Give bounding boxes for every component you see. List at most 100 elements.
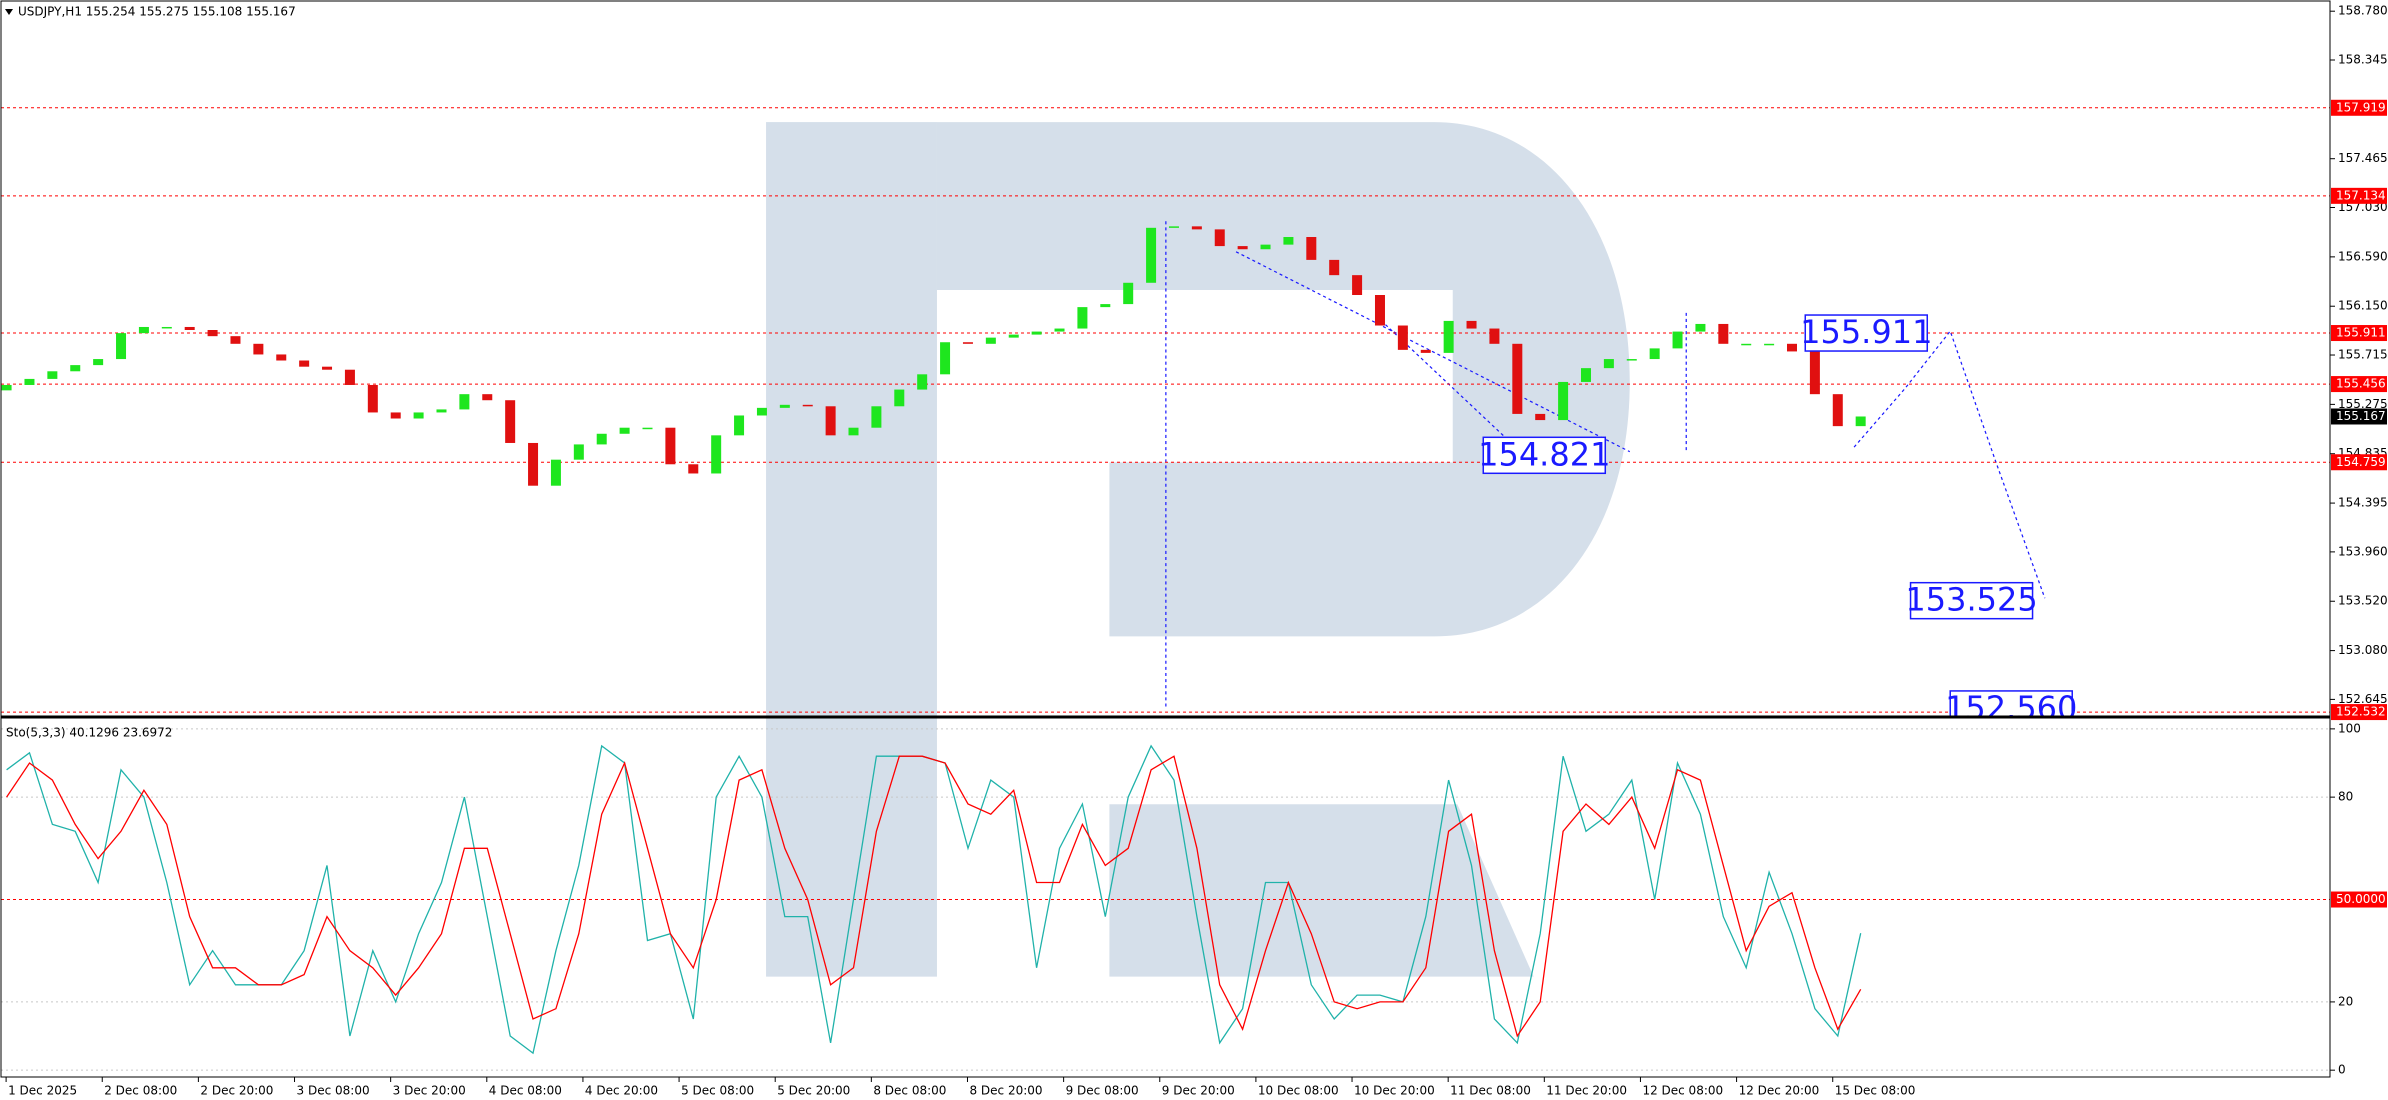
y-tick-label: 80 (2338, 790, 2353, 804)
candle (1809, 351, 1820, 395)
candle (1260, 244, 1271, 250)
y-tick-label: 20 (2338, 994, 2353, 1008)
collapse-icon (5, 9, 13, 15)
x-tick-label: 12 Dec 08:00 (1642, 1084, 1723, 1098)
candle (344, 369, 355, 385)
candle (299, 360, 310, 367)
candle (1466, 320, 1477, 329)
candle (459, 394, 470, 410)
candle (711, 435, 722, 474)
x-tick-label: 9 Dec 08:00 (1066, 1084, 1139, 1098)
x-tick-label: 2 Dec 08:00 (104, 1084, 177, 1098)
candle (1535, 413, 1546, 421)
candle (825, 406, 836, 436)
level-label: 155.456 (2336, 377, 2386, 391)
y-tick-label: 158.780 (2338, 4, 2388, 18)
candle (184, 326, 195, 331)
candle (962, 342, 973, 344)
chart-title: USDJPY,H1 155.254 155.275 155.108 155.16… (18, 5, 296, 19)
forecast-box (1804, 314, 1929, 352)
y-tick-label: 152.645 (2338, 692, 2388, 706)
candle (116, 333, 127, 360)
candle (253, 343, 264, 355)
level-badge (2331, 376, 2387, 393)
x-tick-label: 2 Dec 20:00 (200, 1084, 273, 1098)
x-tick-label: 8 Dec 08:00 (873, 1084, 946, 1098)
forecast-box (1949, 690, 2073, 716)
candle (1672, 331, 1683, 349)
candle (367, 384, 378, 413)
y-tick-label: 156.590 (2338, 249, 2388, 263)
candle (1855, 416, 1866, 427)
watermark (766, 122, 1630, 977)
level-label: 50.0000 (2336, 892, 2386, 906)
x-tick-label: 8 Dec 20:00 (969, 1084, 1042, 1098)
candle (207, 330, 218, 337)
candle (230, 336, 241, 344)
y-tick-label: 153.520 (2338, 594, 2388, 608)
candle (1741, 343, 1752, 346)
x-tick-label: 1 Dec 2025 (8, 1084, 77, 1098)
candle (322, 366, 333, 370)
x-tick-label: 15 Dec 08:00 (1835, 1084, 1916, 1098)
x-tick-label: 5 Dec 08:00 (681, 1084, 754, 1098)
candle (1329, 259, 1340, 276)
candle (24, 378, 35, 385)
y-tick-label: 156.150 (2338, 299, 2388, 313)
candle (665, 427, 676, 465)
x-tick-label: 9 Dec 20:00 (1162, 1084, 1235, 1098)
candle (1626, 359, 1637, 361)
x-tick-label: 10 Dec 20:00 (1354, 1084, 1435, 1098)
candle (161, 326, 172, 329)
forecast-label: 153.525 (1905, 581, 2037, 619)
level-badge (2331, 454, 2387, 471)
candle (871, 406, 882, 428)
candle (1420, 349, 1431, 353)
candle (1306, 237, 1317, 260)
plot-border (0, 0, 2331, 1078)
candle (1237, 246, 1248, 250)
x-tick-label: 4 Dec 08:00 (489, 1084, 562, 1098)
x-tick-label: 12 Dec 20:00 (1739, 1084, 1820, 1098)
candle (596, 433, 607, 445)
candle (413, 412, 424, 419)
level-badge (2331, 187, 2387, 204)
candle (779, 404, 790, 408)
last-price-label: 155.167 (2336, 409, 2386, 423)
x-tick-label: 11 Dec 08:00 (1450, 1084, 1531, 1098)
candle (1558, 381, 1569, 421)
level-label: 154.759 (2336, 455, 2386, 469)
forecast-label: 155.911 (1800, 313, 1932, 351)
candle (1123, 282, 1134, 305)
forecast-label: 152.560 (1945, 689, 2077, 727)
candle (917, 374, 928, 390)
candle (1077, 307, 1088, 329)
level-label: 157.919 (2336, 100, 2386, 114)
candle (1786, 343, 1797, 352)
level-badge (2331, 325, 2387, 342)
candle (1283, 237, 1294, 245)
candle (482, 394, 493, 401)
candle (619, 427, 630, 434)
last-price-badge (2331, 408, 2387, 425)
candle (756, 407, 767, 416)
candle (573, 444, 584, 460)
candle (1146, 227, 1157, 283)
stochastic-pane (1, 728, 2330, 1071)
forecast-box (1909, 581, 2034, 620)
candle (1008, 334, 1019, 338)
y-tick-label: 0 (2338, 1063, 2346, 1077)
y-tick-label: 154.395 (2338, 496, 2388, 510)
candle (1031, 331, 1042, 335)
candle (276, 354, 287, 361)
x-tick-label: 3 Dec 20:00 (393, 1084, 466, 1098)
candle (1191, 226, 1202, 230)
y-tick-label: 153.080 (2338, 643, 2388, 657)
price-pane: 155.911 154.821 153.525 152.560 (1, 107, 2330, 727)
candle (528, 442, 539, 486)
y-tick-label: 155.275 (2338, 397, 2388, 411)
x-tick-label: 4 Dec 20:00 (585, 1084, 658, 1098)
candle (894, 389, 905, 407)
